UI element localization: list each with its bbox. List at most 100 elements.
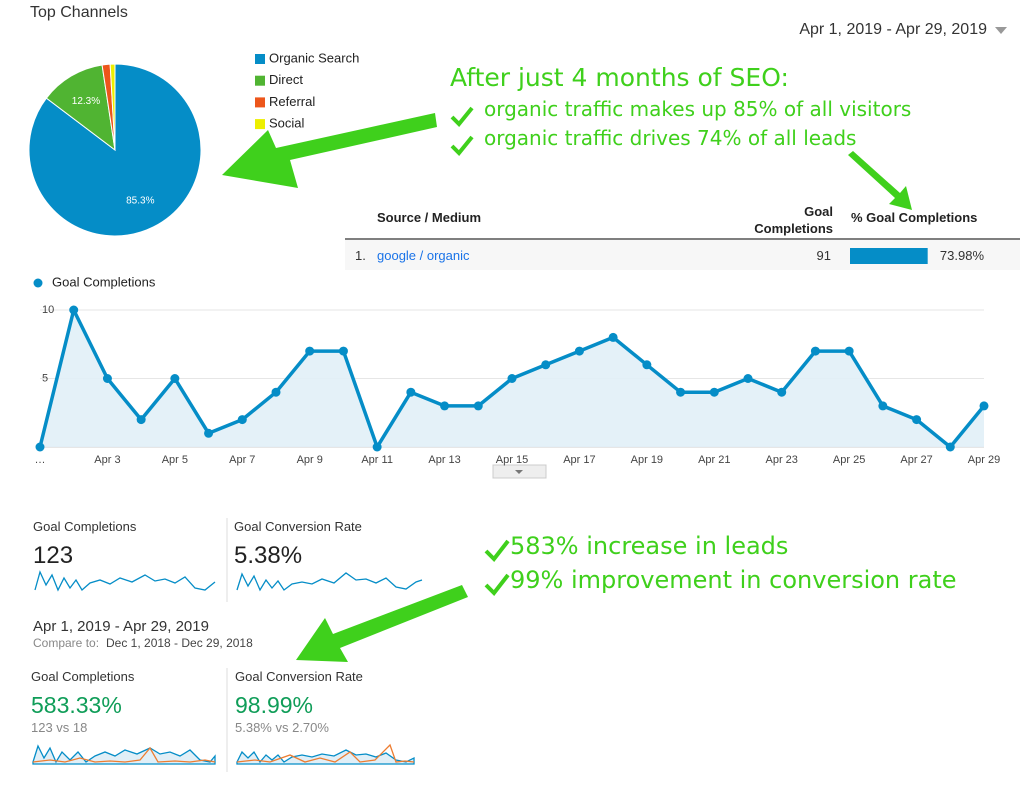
legend-label: Direct (269, 72, 303, 87)
x-tick-label: Apr 27 (900, 454, 932, 466)
metric-name: Goal Completions (31, 669, 135, 684)
point (473, 401, 483, 411)
legend-swatch (255, 97, 265, 108)
x-tick-label: Apr 19 (631, 454, 663, 466)
dropdown-arrow[interactable] (995, 27, 1007, 34)
x-tick-label: Apr 23 (766, 454, 798, 466)
pie-slice (45, 64, 116, 152)
point (642, 360, 652, 370)
point (743, 374, 753, 383)
percent-bar (850, 248, 928, 264)
sparkline (236, 743, 415, 763)
metric-value: 123 (33, 542, 74, 569)
point (810, 346, 820, 356)
x-tick-label: Apr 29 (968, 454, 1000, 466)
slice-label: 12.3% (72, 96, 100, 107)
date-range[interactable]: Apr 1, 2019 - Apr 29, 2019 (799, 21, 987, 38)
goal-completions: 91 (816, 248, 831, 263)
point (102, 374, 112, 383)
metric-name: Goal Conversion Rate (235, 669, 363, 684)
annotation-point: organic traffic drives 74% of all leads (484, 126, 857, 150)
y-tick-label: 10 (42, 304, 54, 316)
legend-marker (33, 278, 43, 288)
metric-value: 5.38% (234, 542, 303, 569)
x-tick-label: Apr 7 (229, 454, 255, 466)
checkmark (484, 573, 510, 597)
point (541, 360, 551, 370)
sparkline (236, 749, 415, 765)
scroll-arrow (515, 470, 523, 474)
comparison-range: Apr 1, 2019 - Apr 29, 2019 (33, 618, 209, 635)
point (676, 387, 686, 397)
x-tick-label: Apr 13 (428, 454, 460, 466)
column-header: Goal Completions (754, 204, 833, 236)
point (170, 374, 180, 383)
x-tick-label: Apr 11 (361, 454, 393, 466)
point (35, 442, 45, 452)
legend-label: Referral (269, 94, 315, 109)
legend-swatch (255, 54, 265, 64)
point (440, 401, 450, 411)
point (507, 374, 517, 383)
point (406, 387, 416, 397)
legend-swatch (255, 119, 265, 130)
compare-label: Compare to: (33, 636, 100, 650)
point (237, 415, 247, 425)
point (372, 442, 382, 452)
x-tick-label: Apr 3 (94, 454, 120, 466)
legend-label: Goal Completions (52, 274, 156, 289)
point (777, 387, 787, 397)
column-header: Source / Medium (377, 210, 482, 225)
point (844, 346, 854, 356)
pie-slice (109, 63, 116, 151)
point (305, 346, 315, 356)
column-header: % Goal Completions (851, 210, 978, 225)
arrow (222, 113, 437, 188)
x-tick-label: Apr 17 (563, 454, 595, 466)
legend-label: Organic Search (269, 50, 359, 65)
point (271, 387, 281, 397)
point (945, 442, 955, 452)
point (709, 387, 719, 397)
point (878, 401, 888, 411)
compare-range: Dec 1, 2018 - Dec 29, 2018 (106, 636, 253, 650)
legend-label: Social (269, 116, 305, 131)
sparkline (34, 570, 216, 592)
arrow (848, 151, 912, 210)
point (979, 401, 989, 411)
point (69, 305, 79, 315)
point (608, 332, 618, 342)
point (912, 415, 922, 425)
x-tick-label: … (35, 454, 46, 466)
slice-label: 85.3% (126, 195, 154, 206)
point (136, 415, 146, 425)
x-tick-label: Apr 15 (496, 454, 528, 466)
sparkline (32, 744, 216, 765)
metric-change: 583.33% (31, 692, 122, 718)
checkmark (484, 539, 510, 563)
annotation-result: 99% improvement in conversion rate (510, 566, 957, 594)
metric-name: Goal Completions (33, 519, 137, 534)
annotation-headline: After just 4 months of SEO: (450, 63, 789, 92)
annotation-result: 583% increase in leads (510, 532, 789, 560)
point (204, 428, 214, 438)
annotation-point: organic traffic makes up 85% of all visi… (484, 97, 912, 121)
source-link[interactable]: google / organic (377, 248, 470, 263)
y-tick-label: 5 (42, 372, 48, 384)
metric-change: 98.99% (235, 692, 314, 718)
checkmark (450, 135, 474, 156)
x-tick-label: Apr 5 (162, 454, 188, 466)
section-title: Top Channels (30, 4, 128, 21)
sparkline (32, 746, 216, 763)
row-index: 1. (355, 248, 366, 263)
metric-detail: 5.38% vs 2.70% (235, 720, 329, 735)
percent-label: 73.98% (939, 248, 984, 263)
metric-detail: 123 vs 18 (31, 720, 88, 735)
x-tick-label: Apr 25 (833, 454, 865, 466)
metric-name: Goal Conversion Rate (234, 519, 362, 534)
point (338, 346, 348, 356)
arrow (296, 585, 468, 662)
x-tick-label: Apr 21 (698, 454, 730, 466)
